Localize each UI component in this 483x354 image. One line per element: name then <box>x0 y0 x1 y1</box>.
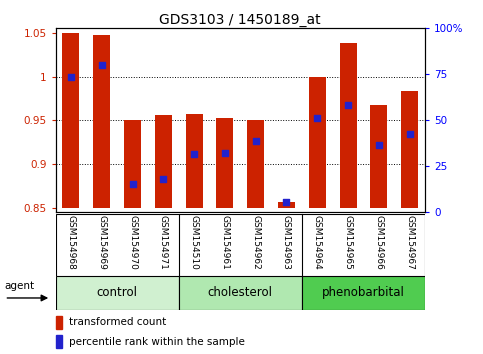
Bar <box>56 316 62 329</box>
Bar <box>370 104 387 208</box>
Bar <box>56 335 62 348</box>
Bar <box>401 91 418 208</box>
Bar <box>185 114 202 208</box>
Text: GSM154962: GSM154962 <box>251 215 260 270</box>
Text: GSM154510: GSM154510 <box>190 215 199 270</box>
Text: GSM154968: GSM154968 <box>67 215 75 270</box>
Text: agent: agent <box>4 280 35 291</box>
Bar <box>179 276 302 310</box>
Point <box>375 142 383 148</box>
Title: GDS3103 / 1450189_at: GDS3103 / 1450189_at <box>159 13 321 27</box>
Bar <box>93 35 110 208</box>
Text: GSM154970: GSM154970 <box>128 215 137 270</box>
Point <box>406 131 413 136</box>
Bar <box>278 202 295 208</box>
Point <box>159 176 167 182</box>
Text: GSM154967: GSM154967 <box>405 215 414 270</box>
Text: transformed count: transformed count <box>69 317 166 327</box>
Point <box>128 182 136 187</box>
Text: GSM154971: GSM154971 <box>159 215 168 270</box>
Text: cholesterol: cholesterol <box>208 286 273 299</box>
Text: GSM154966: GSM154966 <box>374 215 384 270</box>
Text: GSM154969: GSM154969 <box>97 215 106 270</box>
Point <box>283 199 290 205</box>
Bar <box>124 120 141 208</box>
Point <box>98 62 106 68</box>
Point <box>190 151 198 156</box>
Point <box>67 74 75 79</box>
Point <box>252 138 259 143</box>
Bar <box>309 76 326 208</box>
Text: phenobarbital: phenobarbital <box>322 286 405 299</box>
Bar <box>62 33 79 208</box>
Point <box>344 103 352 108</box>
Bar <box>340 43 356 208</box>
Bar <box>56 276 179 310</box>
Text: GSM154965: GSM154965 <box>343 215 353 270</box>
Point <box>221 150 229 156</box>
Text: percentile rank within the sample: percentile rank within the sample <box>69 337 244 347</box>
Bar <box>302 276 425 310</box>
Text: GSM154963: GSM154963 <box>282 215 291 270</box>
Bar <box>216 118 233 208</box>
Text: control: control <box>97 286 138 299</box>
Bar <box>247 120 264 208</box>
Point <box>313 115 321 121</box>
Text: GSM154961: GSM154961 <box>220 215 229 270</box>
Text: GSM154964: GSM154964 <box>313 215 322 270</box>
Bar <box>155 115 172 208</box>
